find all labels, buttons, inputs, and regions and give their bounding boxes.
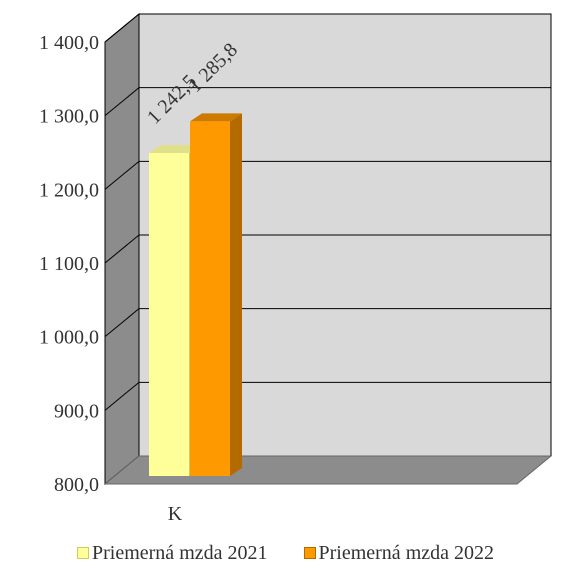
bar-top [190,113,242,122]
bar [190,121,230,476]
x-axis-category-label: K [168,503,183,525]
gridline-side [104,87,140,117]
legend-label-2021: Priemerná mzda 2021 [92,541,268,564]
legend-item-2021: Priemerná mzda 2021 [77,540,268,566]
gridline-side [104,381,140,411]
legend-swatch-2021 [77,547,89,559]
y-tick-label: 900,0 [54,400,99,422]
y-tick-label: 1 300,0 [39,106,99,128]
legend: Priemerná mzda 2021 Priemerná mzda 2022 [0,540,571,566]
y-tick-label: 1 000,0 [39,327,99,349]
legend-swatch-2022 [303,547,316,559]
legend-item-2022: Priemerná mzda 2022 [303,540,495,566]
legend-label-2022: Priemerná mzda 2022 [318,541,495,564]
y-tick-label: 1 400,0 [39,32,99,54]
bar-side [230,113,242,476]
bars [149,113,242,476]
y-tick-label: 1 200,0 [39,179,99,201]
y-axis-tick-labels: 800,0 900,0 1 000,0 1 100,0 1 200,0 1 300,0 1 … [39,32,99,496]
gridline-side [104,234,140,264]
y-tick-label: 1 100,0 [39,253,99,275]
y-tick-label: 800,0 [54,474,99,496]
gridline-side [104,13,140,43]
bar [149,152,189,476]
gridline-side [104,160,140,190]
gridline-side [104,308,140,338]
bar-top [149,144,201,153]
